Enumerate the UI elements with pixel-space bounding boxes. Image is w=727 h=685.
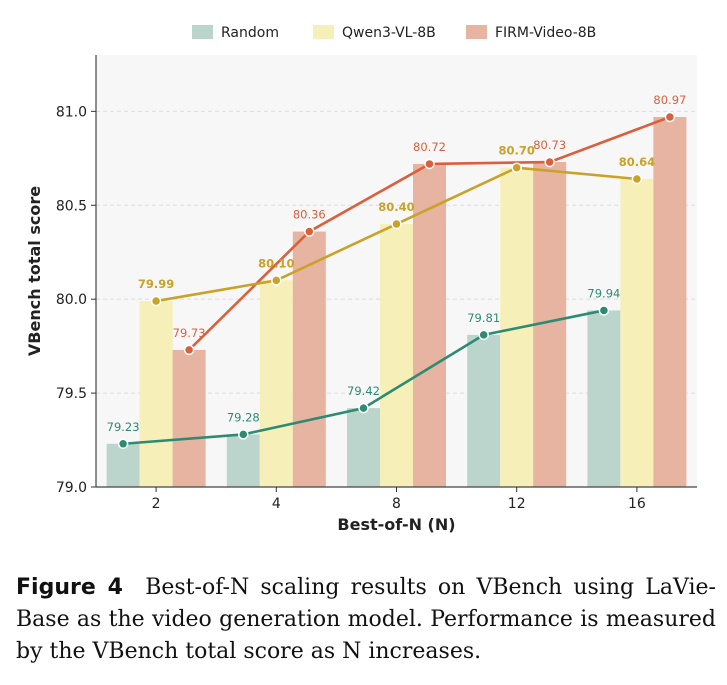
bar-qwen3-vl-8b (380, 224, 413, 488)
data-point (238, 429, 249, 440)
data-label: 80.97 (653, 93, 686, 107)
data-point (544, 156, 555, 168)
data-point (358, 402, 369, 414)
legend-label: FIRM-Video-8B (495, 25, 596, 41)
bar-firm-video-8b (292, 231, 326, 487)
x-axis-title: Best-of-N (N) (337, 515, 455, 534)
bars (106, 116, 687, 488)
bar-qwen3-vl-8b (620, 178, 654, 487)
data-label: 80.70 (499, 144, 535, 158)
bar-random (587, 310, 621, 487)
y-tick-label: 81.0 (56, 104, 87, 120)
bar-firm-video-8b (172, 349, 206, 487)
lines (117, 111, 676, 450)
data-point (511, 162, 522, 173)
data-label: 79.42 (347, 384, 380, 398)
data-label: 79.73 (173, 326, 206, 340)
data-label: 79.23 (107, 420, 140, 434)
data-label: 79.99 (138, 277, 174, 291)
data-point (271, 275, 282, 286)
data-point (150, 295, 162, 307)
x-tick-label: 8 (392, 496, 401, 512)
data-label: 80.40 (378, 200, 414, 214)
y-tick-label: 79.0 (56, 480, 87, 496)
caption-label: Figure 4 (16, 575, 123, 600)
bar-qwen3-vl-8b (259, 280, 293, 487)
data-point (424, 158, 435, 170)
data-label: 80.72 (413, 140, 446, 154)
data-label: 80.73 (533, 138, 566, 152)
x-tick-label: 16 (628, 496, 646, 512)
chart: 79.23 79.28 79.42 79.81 79.94 79.99 80.10 80.40… (25, 25, 697, 534)
bar-firm-video-8b (413, 163, 446, 487)
y-tick-label: 80.0 (56, 292, 87, 308)
bar-random (226, 434, 260, 487)
bar-firm-video-8b (653, 116, 687, 487)
legend-swatch (192, 25, 213, 39)
data-point (631, 173, 643, 185)
x-tick-label: 4 (272, 496, 281, 512)
data-label: 79.94 (587, 286, 620, 300)
data-point (478, 329, 489, 341)
y-tick-label: 79.5 (56, 386, 87, 402)
data-label: 79.81 (467, 311, 500, 325)
data-label: 80.10 (258, 256, 294, 270)
x-tick-label: 2 (152, 496, 161, 512)
legend: Random Qwen3-VL-8B FIRM-Video-8B (192, 25, 596, 41)
legend-swatch (313, 25, 334, 39)
y-axis-title: VBench total score (25, 186, 44, 356)
data-point (117, 438, 129, 450)
data-point (183, 344, 195, 356)
data-point (391, 218, 402, 230)
y-tick-label: 80.5 (56, 198, 87, 214)
data-label: 80.36 (293, 208, 326, 222)
data-point (598, 305, 610, 316)
data-point (304, 226, 315, 237)
bar-random (106, 443, 140, 487)
data-label: 79.28 (227, 410, 260, 424)
data-point (664, 111, 676, 123)
axes: 79.0 79.5 80.0 80.5 81.0 2 4 8 12 16 (56, 55, 697, 512)
legend-label: Random (221, 25, 279, 41)
caption-text: Best-of-N scaling results on VBench usin… (16, 575, 716, 664)
legend-swatch (466, 25, 487, 39)
data-labels: 79.23 79.28 79.42 79.81 79.94 79.99 80.10 80.40… (107, 93, 687, 434)
bar-qwen3-vl-8b (139, 301, 173, 487)
legend-label: Qwen3-VL-8B (342, 25, 436, 41)
x-tick-label: 12 (508, 496, 526, 512)
figure-caption: Figure 4 Best-of-N scaling results on VB… (16, 572, 716, 668)
bar-random (467, 334, 501, 487)
data-label: 80.64 (619, 155, 655, 169)
bar-random (347, 408, 380, 487)
